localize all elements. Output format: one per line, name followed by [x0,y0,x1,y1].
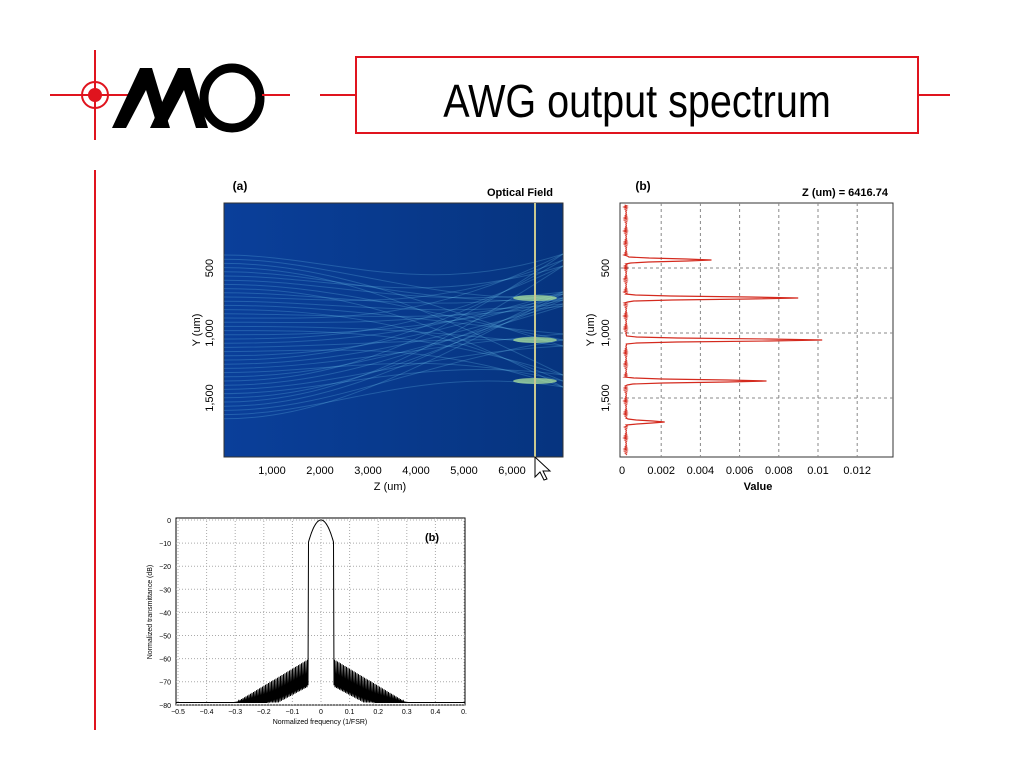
beam [224,305,563,317]
logo [50,50,290,140]
x-tick-label: 2,000 [306,465,334,477]
axis-label: Y (um) [585,314,597,347]
beam [224,291,563,344]
beam [224,265,563,340]
y-tick-label: 1,000 [204,319,216,347]
beam [224,297,563,323]
beam [224,262,563,347]
x-tick-label: 0.01 [807,465,828,477]
title-box [355,56,919,134]
beam [224,279,563,299]
x-tick-label: −0.3 [228,709,242,716]
x-tick-label: 0 [319,709,323,716]
beam [224,304,563,335]
beam [224,333,563,369]
beam [224,259,563,361]
beam [224,380,563,416]
x-tick-label: −0.2 [257,709,271,716]
beam [224,253,563,319]
x-tick-label: 1,000 [258,465,286,477]
beam [224,325,563,347]
beam [224,265,563,403]
label: Value [744,481,773,493]
beam [224,349,563,388]
axis-label: Normalized transmittance (dB) [147,565,154,660]
x-tick-label: 3,000 [354,465,382,477]
x-tick-label: 0. [461,709,467,716]
x-tick-label: 0.3 [402,709,412,716]
beam [224,292,563,304]
x-tick-label: −0.1 [285,709,299,716]
x-tick-label: 0.006 [726,465,754,477]
x-tick-label: 0.012 [843,465,871,477]
beam [224,339,563,411]
x-tick-label: 5,000 [450,465,478,477]
label: Normalized frequency (1/FSR) [273,719,368,726]
y-tick-label: −70 [159,680,171,687]
y-tick-label: −80 [159,703,171,710]
x-tick-label: 0.004 [687,465,715,477]
x-tick-label: 0.002 [647,465,675,477]
beam [224,330,563,376]
x-tick-label: 4,000 [402,465,430,477]
y-tick-label: 1,500 [600,384,612,412]
beam [224,345,563,390]
y-tick-label: 1,000 [600,319,612,347]
beam [224,283,563,341]
y-tick-label: −40 [159,610,171,617]
y-tick-label: 500 [204,259,216,277]
y-tick-label: −50 [159,634,171,641]
spectrum-panel [175,517,466,706]
beam [224,265,563,289]
x-tick-label: −0.4 [200,709,214,716]
beam [224,253,563,276]
beam [224,288,563,388]
label: (b) [635,179,650,193]
label: Optical Field [487,187,553,199]
beam [224,305,563,378]
x-tick-label: 0.4 [431,709,441,716]
y-tick-label: −60 [159,657,171,664]
beam [224,291,563,407]
label: Z (um) = 6416.74 [802,187,889,199]
y-tick-label: −30 [159,587,171,594]
x-tick-label: 0.1 [345,709,355,716]
beam [224,297,563,386]
beam [224,368,563,395]
x-tick-label: 0.2 [373,709,383,716]
y-tick-label: −10 [159,541,171,548]
y-tick-label: −20 [159,564,171,571]
beam [224,299,563,399]
label: Z (um) [374,481,406,493]
beam [224,362,563,382]
x-tick-label: −0.5 [171,709,185,716]
beam [224,338,563,348]
profile-panel [619,202,894,458]
x-tick-label: 0.008 [765,465,793,477]
label: (a) [233,179,248,193]
beam [224,293,563,357]
beam [224,300,563,311]
axis-label: Y (um) [191,314,203,347]
beam [224,309,563,382]
beam [224,253,563,382]
x-tick-label: 0 [619,465,625,477]
beam [224,299,563,336]
x-tick-label: 6,000 [498,465,526,477]
y-tick-label: 500 [600,259,612,277]
beam [224,259,563,301]
y-tick-label: 0 [167,518,171,525]
y-tick-label: 1,500 [204,384,216,412]
beam [224,293,563,420]
beam [224,303,563,365]
slide-title: AWG output spectrum [443,76,831,127]
heatmap-panel [223,202,564,481]
beam [224,267,563,376]
label: (b) [425,532,439,544]
beam [224,271,563,302]
beam [224,258,563,299]
